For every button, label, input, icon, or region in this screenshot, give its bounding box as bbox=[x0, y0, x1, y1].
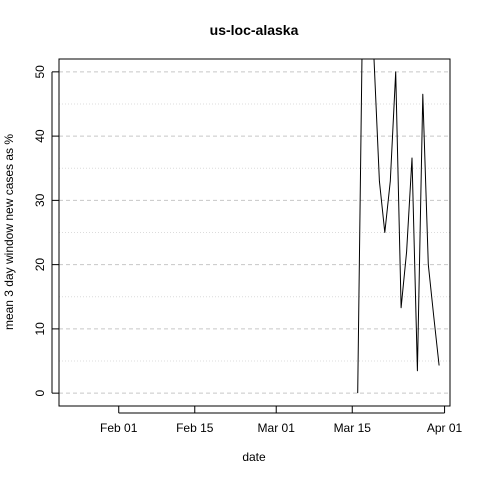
y-tick-label: 10 bbox=[33, 322, 47, 336]
x-tick-label: Mar 01 bbox=[258, 421, 296, 435]
y-tick-label: 30 bbox=[33, 193, 47, 207]
grid-lines bbox=[59, 72, 450, 393]
y-tick-label: 0 bbox=[33, 389, 47, 396]
x-axis: Feb 01 Feb 15 Mar 01 Mar 15 Apr 01 bbox=[100, 406, 463, 435]
y-axis: 0 10 20 30 40 50 bbox=[33, 65, 59, 397]
y-tick-label: 20 bbox=[33, 258, 47, 272]
y-axis-label: mean 3 day window new cases as % bbox=[2, 134, 16, 330]
x-tick-label: Feb 01 bbox=[100, 421, 138, 435]
y-tick-label: 40 bbox=[33, 129, 47, 143]
x-tick-label: Apr 01 bbox=[427, 421, 463, 435]
x-tick-label: Mar 15 bbox=[334, 421, 372, 435]
x-tick-label: Feb 15 bbox=[176, 421, 214, 435]
x-axis-label: date bbox=[242, 450, 266, 464]
chart-title: us-loc-alaska bbox=[210, 22, 299, 38]
y-tick-label: 50 bbox=[33, 65, 47, 79]
